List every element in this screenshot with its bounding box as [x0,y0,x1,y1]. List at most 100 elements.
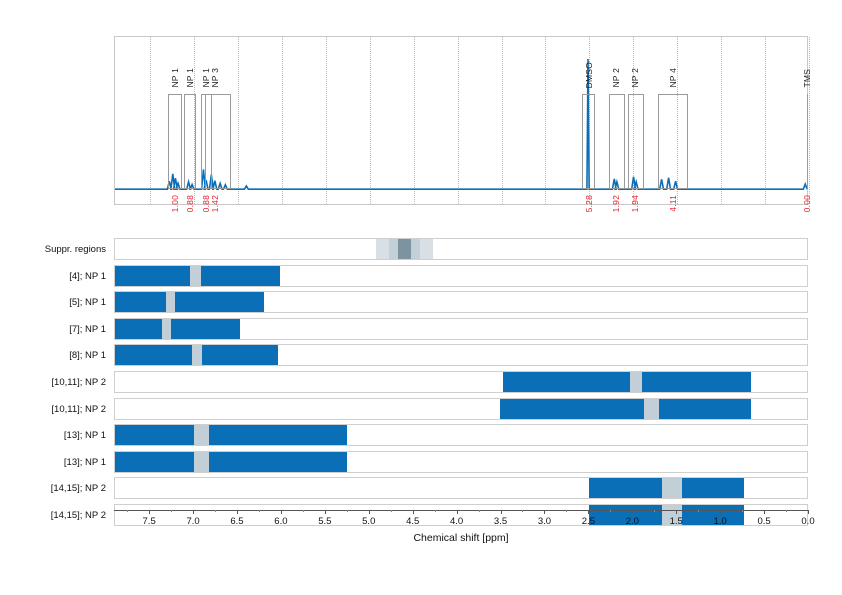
peak-integral-value: 1.00 [169,195,180,213]
axis-tick [632,510,634,514]
axis-minor-tick [434,510,436,512]
range-gap [643,398,659,419]
row-label: [13]; NP 1 [63,430,106,442]
nmr-spectrum-panel: NP 1 1.00 NP 1 0.88 NP 1 0.88 NP 3 1.42 DMSO 5.28… [114,36,812,212]
range-segment [174,292,265,313]
range-gap [194,451,209,472]
axis-line [114,510,808,511]
assignment-row[interactable] [114,264,808,287]
axis-tick [236,510,238,514]
peak-label: TMS [802,69,813,88]
range-gap [162,318,172,339]
gridline [589,37,591,204]
axis-minor-tick [742,510,744,512]
axis-minor-tick [478,510,480,512]
range-segment [642,372,751,392]
axis-title: Chemical shift [ppm] [413,532,509,544]
range-gap [192,345,202,366]
range-gap [662,478,682,499]
axis-tick-label: 0.0 [801,516,815,527]
row-label: [4]; NP 1 [69,270,106,282]
axis-minor-tick [786,510,788,512]
peak-integral-value: 0.00 [802,195,813,213]
axis-tick [193,510,195,514]
axis-tick [544,510,546,514]
peak-label: NP 2 [610,68,621,88]
range-segment [208,451,347,472]
range-gap [194,425,209,446]
axis-minor-tick [566,510,568,512]
range-segment [115,318,163,339]
range-segment [201,265,281,286]
peak-integration-box [657,94,688,189]
gridline [457,37,459,204]
range-gap [629,372,643,392]
axis-tick [500,510,502,514]
assignment-row[interactable] [114,424,808,447]
axis-minor-tick [346,510,348,512]
range-segment [589,478,663,499]
axis-minor-tick [610,510,612,512]
axis-tick-label: 3.5 [493,516,508,527]
suppression-band-core [397,239,412,259]
axis-tick-label: 2.0 [625,516,639,527]
range-segment [201,345,278,366]
assignment-row[interactable] [114,371,808,393]
gridline [369,37,371,204]
gridline [150,37,152,204]
axis-tick [324,510,326,514]
chemical-shift-axis: 7.5 7.0 6.5 6.0 5.5 5.0 4.5 4.0 3.5 3.0 2.5 2.0 1.5 1… [114,510,815,550]
gridline [194,37,196,204]
peak-integration-box [183,94,196,189]
peak-integral-value: 1.42 [210,195,221,213]
range-segment [115,292,166,313]
axis-tick-label: 1.5 [669,516,683,527]
gridline [237,37,239,204]
range-segment [115,425,195,446]
range-segment [171,318,240,339]
peak-label: NP 3 [210,68,221,88]
suppression-row[interactable] [114,238,808,260]
spectrum-trace [115,37,807,204]
axis-tick-label: 7.5 [142,516,156,527]
axis-tick-label: 3.0 [537,516,552,527]
range-segment [681,478,744,499]
axis-minor-tick [654,510,656,512]
assignment-row[interactable] [114,450,808,473]
axis-tick [368,510,370,514]
axis-minor-tick [127,510,129,512]
axis-tick-label: 0.5 [757,516,771,527]
range-segment [115,265,190,286]
gridline [501,37,503,204]
assignment-row[interactable] [114,291,808,314]
range-segment [658,398,751,419]
gridline [677,37,679,204]
row-label: [8]; NP 1 [69,350,106,362]
peak-integral-value: 5.28 [584,195,595,213]
axis-tick-label: 6.0 [274,516,288,527]
range-gap [165,292,175,313]
assignment-row[interactable] [114,344,808,367]
range-gap [189,265,202,286]
assignment-row[interactable] [114,317,808,340]
axis-minor-tick [698,510,700,512]
peak-integral-value: 4.11 [667,195,678,212]
range-segment [115,451,195,472]
gridline [325,37,327,204]
peak-integral-value: 1.94 [630,195,641,213]
axis-tick [588,510,590,514]
range-segment [499,398,644,419]
assignment-row[interactable] [114,397,808,420]
assignment-row[interactable] [114,477,808,500]
axis-minor-tick [171,510,173,512]
gridline [765,37,767,204]
axis-tick-label: 5.5 [318,516,332,527]
peak-label: NP 2 [630,68,641,88]
axis-tick-label: 4.5 [406,516,420,527]
peak-integral-value: 0.88 [184,195,195,213]
row-label: [10,11]; NP 2 [51,377,106,388]
range-segment [115,345,193,366]
axis-minor-tick [390,510,392,512]
axis-tick [808,510,809,514]
axis-minor-tick [522,510,524,512]
